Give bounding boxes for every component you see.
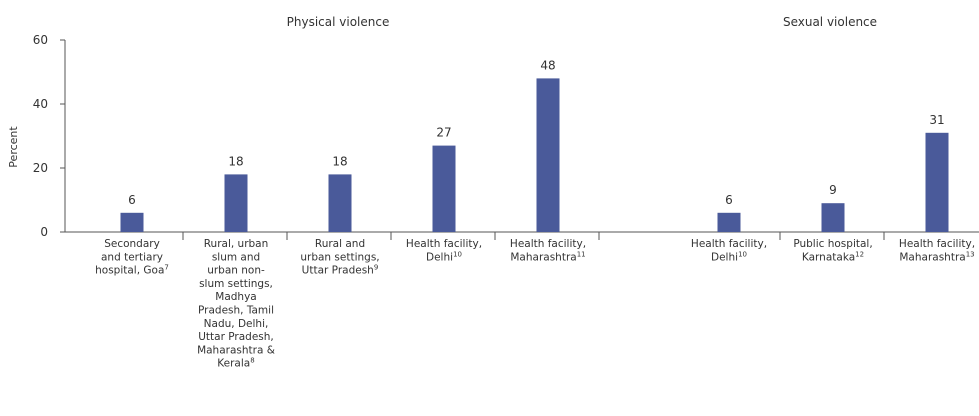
category-label-line: Uttar Pradesh (302, 265, 374, 277)
group-title-physical: Physical violence (287, 15, 390, 29)
category-label: Health facility, Delhi10 (406, 238, 482, 263)
category-label-line: Maharashtra & (197, 344, 275, 356)
y-tick-label: 40 (33, 97, 48, 111)
bar (536, 78, 560, 233)
reference-superscript: 10 (738, 250, 747, 258)
category-label-line: Health facility, (899, 238, 975, 250)
reference-superscript: 10 (453, 250, 462, 258)
reference-superscript: 7 (164, 264, 168, 272)
reference-superscript: 9 (374, 264, 378, 272)
category-label-line: Delhi (711, 251, 738, 263)
bar-value-label: 18 (332, 154, 347, 168)
category-label-line: Maharashtra (899, 251, 965, 263)
bar (717, 212, 741, 232)
bar-value-label: 6 (128, 193, 136, 207)
y-tick-label: 20 (33, 161, 48, 175)
category-label-line: Rural and (315, 238, 365, 250)
category-label: Health facility, Maharashtra11 (510, 238, 586, 263)
category-label-line: Health facility, (510, 238, 586, 250)
category-labels: Secondary and tertiary hospital, Goa7 Rural… (95, 238, 975, 370)
bar (432, 145, 456, 232)
y-axis-label: Percent (7, 126, 20, 168)
category-label-line: Health facility, (691, 238, 767, 250)
category-label: Health facility, Maharashtra13 (899, 238, 975, 263)
category-label-line: Rural, urban (204, 238, 269, 250)
category-label: Secondary and tertiary hospital, Goa7 (95, 238, 169, 277)
bar (925, 132, 949, 232)
bar (821, 203, 845, 232)
category-label-line: urban settings, (300, 251, 379, 263)
category-label-line: Health facility, (406, 238, 482, 250)
bar-value-label: 27 (436, 126, 451, 140)
y-tick-label: 60 (33, 33, 48, 47)
category-label-line: and tertiary (101, 251, 163, 263)
category-label-line: Nadu, Delhi, (204, 318, 269, 330)
reference-superscript: 11 (577, 250, 586, 258)
category-label-line: slum and (212, 251, 260, 263)
bar (224, 174, 248, 232)
category-label-line: Public hospital, (793, 238, 872, 250)
category-label-line: Delhi (426, 251, 453, 263)
group-title-sexual: Sexual violence (783, 15, 877, 29)
category-label: Rural, urban slum and urban non-slum setti… (197, 238, 275, 370)
category-label: Public hospital, Karnataka12 (793, 238, 872, 263)
category-label-line: Uttar Pradesh, (198, 331, 274, 343)
bar-value-label: 48 (540, 58, 555, 72)
category-label-line: hospital, Goa (95, 265, 164, 277)
category-label: Health facility, Delhi10 (691, 238, 767, 263)
category-label: Rural and urban settings, Uttar Pradesh9 (300, 238, 379, 277)
bar-value-label: 18 (228, 154, 243, 168)
category-label-line: Maharashtra (510, 251, 576, 263)
category-label-line: Kerala (217, 358, 250, 370)
category-label-line: Madhya (215, 291, 256, 303)
reference-superscript: 13 (966, 250, 975, 258)
category-label-line: Secondary (104, 238, 160, 250)
bar (328, 174, 352, 232)
category-label-line: urban non- (207, 265, 265, 277)
y-tick-label: 0 (40, 225, 48, 239)
bar-value-label: 31 (929, 113, 944, 127)
category-label-line: slum settings, (199, 278, 273, 290)
category-label-line: Pradesh, Tamil (198, 305, 274, 317)
reference-superscript: 8 (250, 357, 254, 365)
category-label-line: Karnataka (802, 251, 855, 263)
bar-value-label: 6 (725, 193, 733, 207)
bar (120, 212, 144, 232)
reference-superscript: 12 (855, 250, 864, 258)
bar-value-label: 9 (829, 183, 837, 197)
